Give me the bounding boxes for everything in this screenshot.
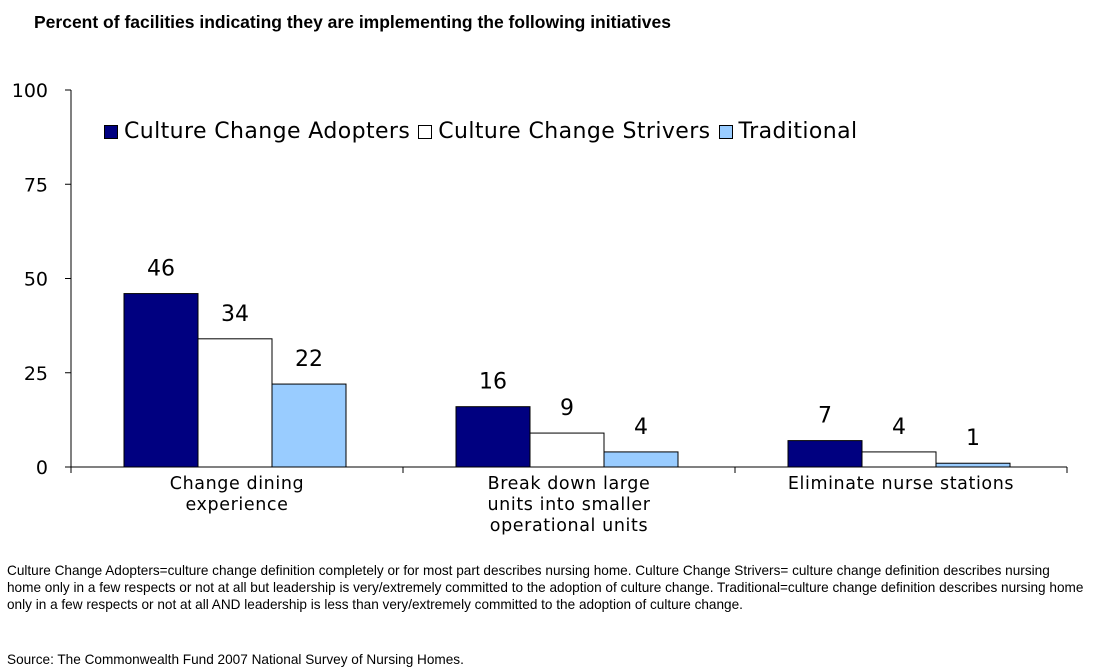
y-tick-label: 75 (24, 174, 48, 196)
data-labels: 46 34 22 16 9 4 7 4 1 (147, 257, 980, 452)
y-tick-label: 0 (36, 457, 48, 479)
chart-title: Percent of facilities indicating they ar… (34, 12, 671, 32)
y-tick-label: 100 (12, 80, 48, 102)
data-label: 46 (147, 257, 175, 282)
legend-swatch (104, 124, 118, 139)
legend-label: Culture Change Adopters (124, 119, 411, 144)
bar (603, 451, 679, 468)
x-category-label-line: Change dining (169, 474, 305, 494)
bar (787, 440, 863, 468)
bars (123, 293, 1011, 468)
legend-swatch (718, 124, 733, 139)
bar (861, 451, 937, 468)
bar (123, 293, 199, 468)
y-tick-label: 25 (24, 363, 48, 385)
data-label: 7 (818, 404, 832, 429)
data-label: 34 (221, 302, 249, 327)
bar (197, 338, 273, 468)
bar (935, 462, 1011, 468)
data-label: 4 (634, 415, 648, 440)
x-category-label-line: Break down large (487, 474, 651, 494)
footnote: Culture Change Adopters=culture change d… (7, 563, 1084, 612)
x-category-label-line: units into smaller (487, 495, 651, 515)
legend-label: Culture Change Strivers (438, 119, 711, 144)
bar-chart: 0 25 50 75 100 46 34 22 16 9 4 7 4 1 (12, 80, 1068, 479)
legend-label: Traditional (738, 119, 858, 144)
data-label: 9 (560, 396, 574, 421)
legend: Culture Change Adopters Culture Change St… (104, 119, 866, 144)
x-category-label: Eliminate nurse stations (735, 474, 1067, 495)
x-category-label: Change dining experience (71, 474, 403, 516)
legend-item: Culture Change Strivers (418, 119, 710, 144)
data-label: 22 (295, 347, 323, 372)
bar (529, 432, 605, 468)
legend-swatch (418, 124, 433, 139)
x-category-label: Break down large units into smaller operat… (403, 474, 735, 537)
bar (455, 406, 531, 468)
y-tick-label: 50 (24, 269, 48, 291)
source-note: Source: The Commonwealth Fund 2007 Natio… (7, 652, 464, 667)
bar (271, 383, 347, 468)
x-category-label-line: Eliminate nurse stations (787, 474, 1015, 494)
legend-item: Traditional (718, 119, 858, 144)
data-label: 4 (892, 415, 906, 440)
legend-item: Culture Change Adopters (104, 119, 410, 144)
data-label: 1 (966, 426, 980, 451)
x-category-label-line: operational units (489, 516, 649, 536)
x-category-label-line: experience (185, 495, 289, 515)
data-label: 16 (479, 370, 507, 395)
